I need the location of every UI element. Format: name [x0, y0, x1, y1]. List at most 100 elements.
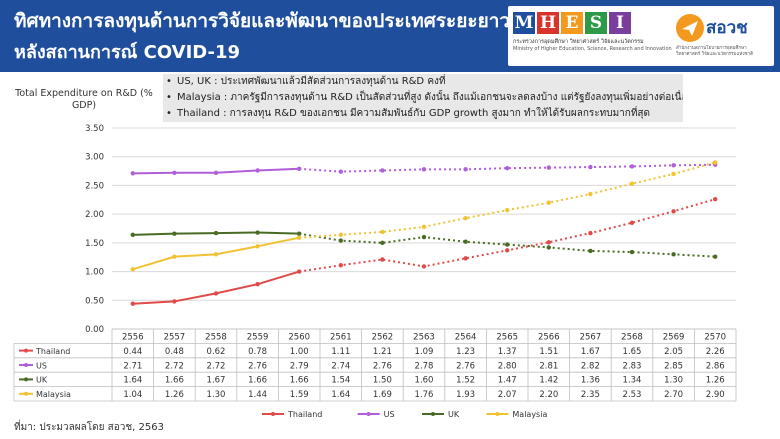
note-malaysia: • Malaysia : ภาครัฐมีการลงทุนด้าน R&D เป็… — [163, 90, 683, 106]
data-point — [629, 164, 635, 169]
table-cell: 1.65 — [623, 347, 642, 357]
note-text: Malaysia : ภาครัฐมีการลงทุนด้าน R&D เป็น… — [177, 92, 683, 103]
x-tick-label: 2563 — [413, 333, 435, 343]
table-series-name: Thailand — [35, 347, 70, 356]
table-cell: 1.64 — [331, 390, 350, 400]
data-point — [172, 299, 177, 304]
data-point — [629, 220, 635, 225]
table-cell: 2.74 — [331, 361, 350, 371]
nxpo-logo-subtitle: สำนักงานสภานโยบายการอุดมศึกษา วิทยาศาสตร… — [676, 46, 754, 57]
data-point — [463, 256, 468, 261]
data-point — [505, 207, 510, 213]
data-point — [380, 168, 385, 173]
data-point — [629, 181, 635, 186]
source-note: ที่มา: ประมวลผลโดย สอวช, 2563 — [14, 422, 164, 433]
bullet-icon: • — [166, 76, 172, 87]
table-cell: 1.93 — [456, 390, 475, 400]
data-point — [255, 230, 260, 235]
x-tick-label: 2567 — [580, 333, 602, 343]
table-cell: 1.09 — [415, 347, 434, 357]
table-cell: 1.64 — [123, 376, 142, 386]
table-cell: 2.72 — [207, 361, 226, 371]
bullet-icon: • — [166, 108, 172, 119]
data-point — [380, 229, 385, 235]
data-point — [671, 163, 676, 168]
data-point — [338, 238, 343, 243]
table-cell: 2.76 — [456, 361, 475, 371]
data-point — [505, 166, 510, 171]
table-cell: 1.00 — [290, 347, 309, 357]
table-cell: 2.85 — [664, 361, 683, 371]
table-series-name: Malaysia — [36, 390, 71, 399]
data-point — [297, 269, 302, 274]
table-cell: 1.37 — [498, 347, 517, 357]
table-cell: 1.23 — [456, 347, 475, 357]
table-cell: 1.11 — [331, 347, 350, 357]
mhesi-logo-letter-i: I — [609, 12, 631, 34]
x-tick-label: 2569 — [663, 333, 685, 343]
x-tick-label: 2556 — [122, 333, 144, 343]
table-cell: 0.48 — [165, 347, 184, 357]
table-legend-key — [24, 348, 28, 353]
data-point — [380, 257, 385, 262]
table-cell: 2.53 — [623, 390, 642, 400]
table-legend-key — [24, 377, 28, 382]
series-line-projection — [299, 163, 716, 173]
table-cell: 2.83 — [623, 361, 642, 371]
data-point — [297, 166, 302, 171]
legend-label: Thailand — [287, 410, 322, 419]
table-cell: 2.86 — [706, 361, 725, 371]
data-point — [546, 245, 551, 250]
page-subtitle: หลังสถานการณ์ COVID-19 — [14, 42, 241, 63]
note-text: US, UK : ประเทศพัฒนาแล้วมีสัดส่วนการลงทุ… — [177, 76, 446, 87]
data-point — [629, 249, 635, 255]
x-tick-label: 2568 — [621, 333, 643, 343]
data-point — [671, 252, 676, 257]
table-cell: 1.66 — [165, 376, 184, 386]
mhesi-logo-letter-e: E — [561, 12, 583, 34]
data-point — [338, 263, 343, 268]
mhesi-english-name: Ministry of Higher Education, Science, R… — [513, 46, 672, 52]
data-point — [546, 240, 551, 245]
legend-key — [431, 412, 435, 416]
table-cell: 2.26 — [706, 347, 725, 357]
table-cell: 2.05 — [664, 347, 683, 357]
y-tick-label: 1.00 — [85, 268, 104, 278]
table-cell: 1.52 — [456, 376, 475, 386]
legend-key — [495, 412, 500, 416]
data-point — [172, 254, 177, 259]
table-cell: 2.90 — [706, 390, 725, 400]
data-point — [338, 232, 343, 238]
data-point — [172, 170, 177, 175]
table-cell: 2.71 — [123, 361, 142, 371]
table-series-name: US — [36, 361, 47, 370]
data-point — [255, 282, 260, 287]
x-tick-label: 2570 — [704, 333, 726, 343]
data-point — [463, 167, 468, 172]
table-series-name: UK — [36, 376, 48, 385]
data-point — [130, 171, 135, 176]
x-tick-label: 2566 — [538, 333, 560, 343]
data-point — [130, 301, 135, 306]
mhesi-logo-letter-m: M — [513, 12, 535, 34]
table-cell: 1.30 — [664, 376, 683, 386]
x-tick-label: 2565 — [496, 333, 518, 343]
table-cell: 1.26 — [706, 376, 725, 386]
note-text: Thailand : การลงทุน R&D ของเอกชน มีความส… — [177, 108, 651, 119]
data-point — [213, 252, 219, 257]
note-thailand: • Thailand : การลงทุน R&D ของเอกชน มีความ… — [163, 106, 683, 122]
table-cell: 2.70 — [664, 390, 683, 400]
logo-area: M H E S I กระทรวงการอุดมศึกษา วิทยาศาสตร… — [508, 6, 774, 66]
x-tick-label: 2559 — [247, 333, 269, 343]
data-point — [297, 231, 302, 236]
table-cell: 1.34 — [623, 376, 642, 386]
table-cell: 1.36 — [581, 376, 600, 386]
mhesi-logo-letter-s: S — [585, 12, 607, 34]
data-point — [421, 224, 427, 229]
data-point — [588, 191, 593, 197]
legend-label: UK — [448, 410, 460, 419]
table-cell: 1.59 — [290, 390, 309, 400]
table-cell: 2.35 — [581, 390, 600, 400]
table-cell: 1.67 — [207, 376, 226, 386]
legend-key — [271, 412, 275, 416]
